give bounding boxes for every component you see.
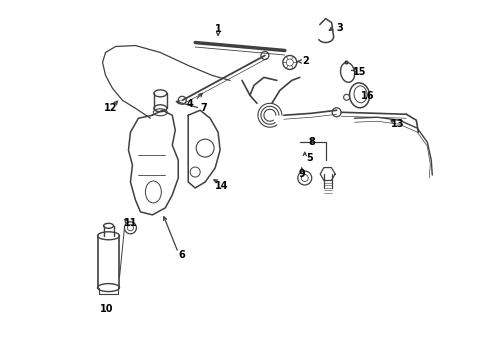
Text: 8: 8 — [307, 137, 315, 147]
Text: 4: 4 — [186, 99, 193, 109]
Text: 9: 9 — [298, 169, 305, 179]
Text: 14: 14 — [215, 181, 228, 191]
Text: 7: 7 — [201, 103, 207, 113]
Text: 1: 1 — [214, 24, 221, 34]
Text: 16: 16 — [360, 91, 373, 101]
Text: 5: 5 — [306, 153, 312, 163]
Text: 2: 2 — [302, 56, 308, 66]
Text: 6: 6 — [179, 250, 185, 260]
Text: 3: 3 — [336, 23, 342, 33]
Text: 10: 10 — [100, 305, 113, 315]
Text: 15: 15 — [352, 67, 366, 77]
Text: 11: 11 — [123, 218, 137, 228]
Text: 12: 12 — [103, 103, 117, 113]
Text: 13: 13 — [390, 119, 403, 129]
